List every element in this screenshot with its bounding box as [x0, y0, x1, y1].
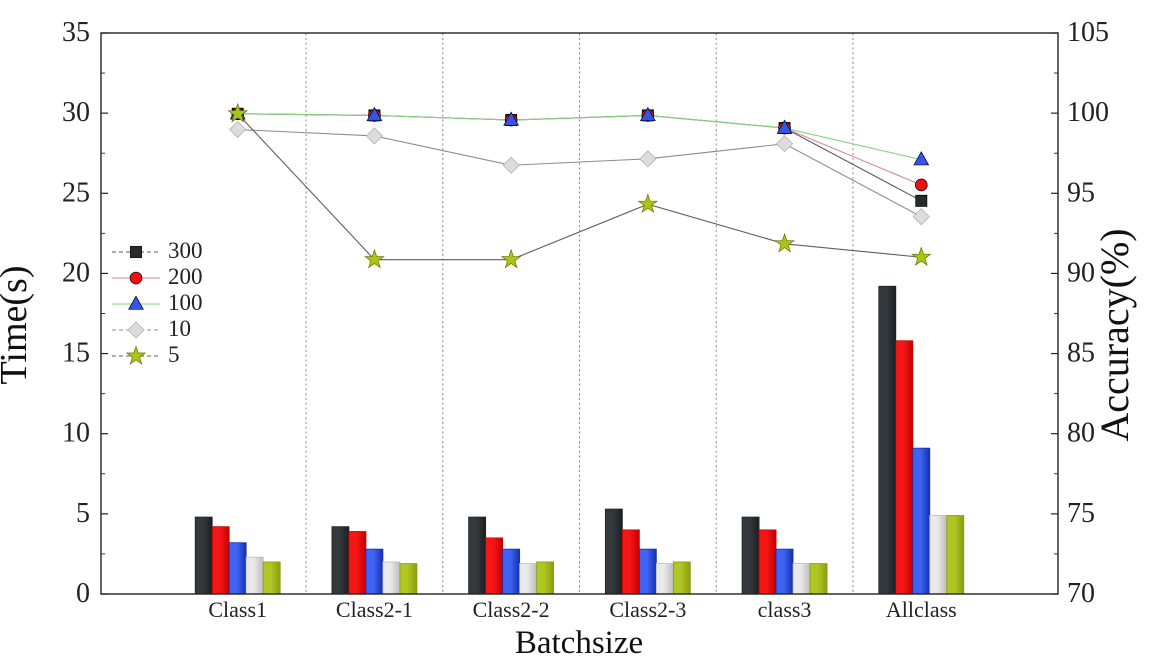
svg-text:70: 70	[1067, 578, 1095, 609]
svg-text:95: 95	[1067, 177, 1095, 208]
svg-text:0: 0	[76, 578, 90, 609]
svg-text:100: 100	[1067, 97, 1109, 128]
svg-text:75: 75	[1067, 498, 1095, 529]
svg-text:Class1: Class1	[208, 597, 267, 622]
svg-text:300: 300	[168, 238, 203, 263]
svg-text:Class2-1: Class2-1	[336, 597, 413, 622]
svg-text:Batchsize: Batchsize	[515, 625, 643, 661]
svg-text:90: 90	[1067, 257, 1095, 288]
svg-text:105: 105	[1067, 17, 1109, 48]
svg-text:5: 5	[76, 498, 90, 529]
svg-text:Class2-2: Class2-2	[473, 597, 550, 622]
svg-text:80: 80	[1067, 418, 1095, 449]
svg-text:10: 10	[62, 418, 90, 449]
svg-text:100: 100	[168, 290, 203, 315]
svg-text:35: 35	[62, 17, 90, 48]
svg-text:25: 25	[62, 177, 90, 208]
svg-text:200: 200	[168, 264, 203, 289]
svg-text:20: 20	[62, 257, 90, 288]
svg-text:Time(s): Time(s)	[0, 266, 35, 385]
svg-text:10: 10	[168, 316, 191, 341]
svg-text:30: 30	[62, 97, 90, 128]
svg-text:Accuracy(%): Accuracy(%)	[1092, 228, 1137, 441]
svg-text:Class2-3: Class2-3	[609, 597, 686, 622]
svg-text:85: 85	[1067, 338, 1095, 369]
svg-text:class3: class3	[758, 597, 812, 622]
svg-text:5: 5	[168, 342, 180, 367]
svg-text:15: 15	[62, 338, 90, 369]
svg-text:Allclass: Allclass	[886, 597, 957, 622]
